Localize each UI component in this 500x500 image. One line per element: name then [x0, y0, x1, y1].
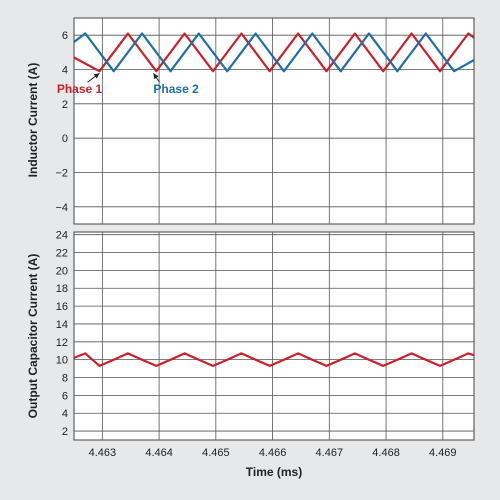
series-line-phase-1	[73, 32, 475, 73]
y-tick-label: 8	[62, 373, 68, 385]
x-tick-labels: 4.463 4.464 4.465 4.466 4.467 4.468 4.469	[89, 447, 457, 459]
y-tick-labels: 6 4 2 0 −2 −4	[55, 30, 68, 214]
y-tick-labels: 24 22 20 18 16 14 12 10 8 6 4 2	[56, 230, 68, 438]
y-tick-label: −2	[55, 168, 68, 180]
legend-label-phase-2: Phase 2	[153, 82, 199, 96]
y-axis-label: Inductor Current (A)	[26, 63, 40, 178]
annotation-arrow-head	[153, 73, 159, 80]
y-tick-label: 6	[62, 390, 68, 402]
y-axis-label: Output Capacitor Current (A)	[26, 254, 40, 419]
y-tick-label: 24	[56, 230, 68, 242]
x-tick-label: 4.468	[372, 447, 400, 459]
y-tick-label: 2	[62, 99, 68, 111]
x-axis-label: Time (ms)	[246, 465, 302, 479]
series-line-phase-2	[73, 32, 475, 73]
x-tick-label: 4.469	[429, 447, 457, 459]
y-tick-label: 14	[56, 319, 68, 331]
plot-area	[73, 17, 475, 225]
y-tick-label: 4	[62, 65, 68, 77]
y-tick-label: 0	[62, 133, 68, 145]
series-line	[73, 352, 475, 367]
series-lines	[73, 32, 475, 73]
y-tick-label: 12	[56, 337, 68, 349]
annotations: Phase 1 Phase 2	[57, 72, 199, 96]
x-tick-label: 4.465	[202, 447, 230, 459]
y-tick-label: 18	[56, 283, 68, 295]
x-tick-label: 4.467	[316, 447, 344, 459]
annotation-arrow-head	[93, 73, 100, 79]
y-tick-label: −4	[55, 202, 68, 214]
x-tick-label: 4.464	[145, 447, 173, 459]
x-tick-label: 4.463	[89, 447, 117, 459]
y-tick-label: 16	[56, 301, 68, 313]
legend-label-phase-1: Phase 1	[57, 82, 103, 96]
series-lines	[73, 352, 475, 367]
grid-lines	[74, 18, 474, 224]
y-tick-label: 22	[56, 248, 68, 260]
x-tick-label: 4.466	[259, 447, 287, 459]
y-tick-label: 10	[56, 355, 68, 367]
inductor-current-panel: 6 4 2 0 −2 −4 Phase 1 Phase 2 Inductor Current…	[26, 17, 475, 225]
y-tick-label: 2	[62, 426, 68, 438]
plot-area	[73, 231, 475, 441]
y-tick-label: 4	[62, 408, 68, 420]
y-tick-label: 20	[56, 265, 68, 277]
y-tick-label: 6	[62, 30, 68, 42]
